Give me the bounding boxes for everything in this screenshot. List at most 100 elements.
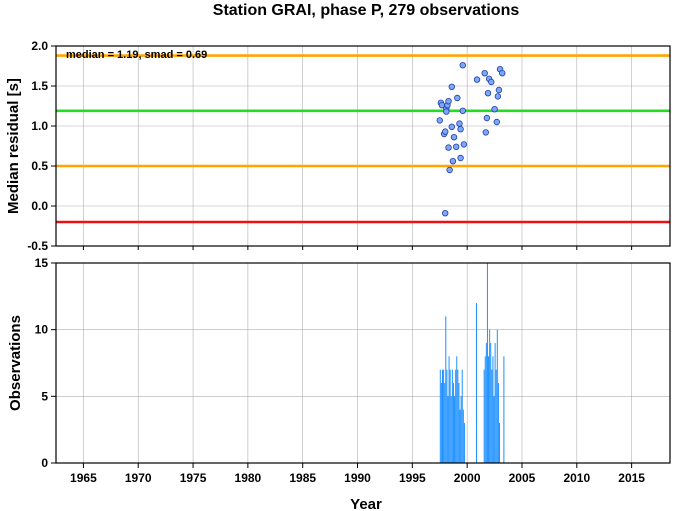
histogram-bar <box>446 369 448 463</box>
observations-y-ticks: 15 10 5 0 <box>35 256 56 470</box>
data-point <box>452 143 460 150</box>
histogram-bar <box>456 356 458 463</box>
residual-y-axis-label: Median residual [s] <box>5 78 22 214</box>
y-tick-label: 0 <box>41 456 48 470</box>
histogram-bar <box>439 369 441 463</box>
residual-grid <box>56 45 670 247</box>
histogram-bar <box>492 356 494 463</box>
data-point <box>481 69 488 77</box>
residual-reference-lines <box>56 54 670 224</box>
data-point <box>494 93 502 100</box>
residual-plot-frame <box>55 45 671 247</box>
x-tick-label: 2015 <box>618 471 645 485</box>
data-point <box>442 128 449 135</box>
chart-title: Station GRAI, phase P, 279 observations <box>213 2 520 19</box>
data-point <box>445 144 452 151</box>
histogram-bar <box>443 369 445 463</box>
histogram-bar <box>455 369 457 463</box>
histogram-bar <box>460 396 462 463</box>
data-point <box>459 61 466 69</box>
histogram-bar <box>486 263 488 463</box>
data-point <box>448 123 456 130</box>
histogram-bar <box>489 329 491 463</box>
histogram-bar <box>503 356 505 463</box>
histogram-bar <box>444 383 446 463</box>
x-tick-label: 2005 <box>509 471 536 485</box>
histogram-bar <box>462 409 464 463</box>
observations-panel: 15 10 5 0 1965 1970 1975 1980 1985 1990 1995 2000 2… <box>7 246 671 511</box>
x-tick-label: 1985 <box>289 471 316 485</box>
y-tick-label: 0.5 <box>31 159 48 173</box>
data-point <box>459 107 466 114</box>
x-tick-label: 1995 <box>399 471 426 485</box>
y-tick-label: 10 <box>35 323 49 337</box>
y-tick-label: 0.0 <box>31 199 48 213</box>
y-tick-label: 1.0 <box>31 119 48 133</box>
data-point <box>499 69 506 77</box>
y-tick-label: 5 <box>41 389 48 403</box>
residual-y-ticks: 2.0 1.5 1.0 0.5 0.0 -0.5 <box>27 39 56 253</box>
x-tick-label: 2000 <box>454 471 481 485</box>
histogram-bar <box>450 396 452 463</box>
x-tick-label: 2010 <box>563 471 590 485</box>
residual-points <box>436 61 506 217</box>
observations-grid <box>56 262 670 464</box>
histogram-bar <box>496 329 498 463</box>
data-point <box>473 76 481 83</box>
data-point <box>483 114 491 122</box>
histogram-bar <box>452 383 454 463</box>
data-point <box>495 86 503 94</box>
residual-panel: 2.0 1.5 1.0 0.5 0.0 -0.5 median = 1.19, smad … <box>5 39 671 253</box>
x-tick-label: 1970 <box>125 471 152 485</box>
data-point <box>445 97 452 105</box>
histogram-bar <box>445 316 447 463</box>
data-point <box>460 141 468 148</box>
data-point <box>457 154 464 162</box>
histogram-bar <box>483 369 485 463</box>
histogram-bar <box>485 343 487 463</box>
data-point <box>457 125 464 133</box>
histogram-bar <box>454 396 456 463</box>
x-tick-label: 1980 <box>235 471 262 485</box>
histogram-bar <box>484 356 486 463</box>
observations-x-ticks: 1965 1970 1975 1980 1985 1990 1995 2000 2005 2010… <box>70 246 645 485</box>
histogram-bar <box>494 343 496 463</box>
x-tick-label: 1990 <box>344 471 371 485</box>
histogram-bar <box>491 369 493 463</box>
histogram-bar <box>488 356 490 463</box>
data-point <box>446 166 453 174</box>
observations-plot-frame <box>55 262 671 464</box>
histogram-bar <box>493 396 495 463</box>
data-point <box>488 78 495 86</box>
histogram-bar <box>475 303 477 463</box>
histogram-bar <box>459 409 461 463</box>
observations-bars <box>439 263 505 463</box>
histogram-bar <box>458 383 460 463</box>
data-point <box>442 209 449 217</box>
observations-y-axis-label: Observations <box>7 315 24 411</box>
data-point <box>450 133 458 141</box>
histogram-bar <box>448 356 450 463</box>
data-point <box>449 157 457 165</box>
histogram-bar <box>457 369 459 463</box>
x-tick-label: 1975 <box>180 471 207 485</box>
histogram-bar <box>441 369 443 463</box>
histogram-bar <box>499 423 500 463</box>
data-point <box>482 129 489 136</box>
x-tick-label: 1965 <box>70 471 97 485</box>
y-tick-label: 1.5 <box>31 79 48 93</box>
data-point <box>436 117 443 124</box>
data-point <box>456 120 463 127</box>
x-axis-label: Year <box>350 496 382 511</box>
y-tick-label: -0.5 <box>27 239 48 253</box>
data-point <box>484 89 492 97</box>
data-point <box>448 83 456 90</box>
histogram-bar <box>447 396 449 463</box>
y-tick-label: 2.0 <box>31 39 48 53</box>
histogram-bar <box>495 369 497 463</box>
median-smad-annotation: median = 1.19, smad = 0.69 <box>66 49 207 61</box>
histogram-bar <box>497 383 499 463</box>
histogram-bar <box>463 423 465 463</box>
data-point <box>443 108 450 115</box>
